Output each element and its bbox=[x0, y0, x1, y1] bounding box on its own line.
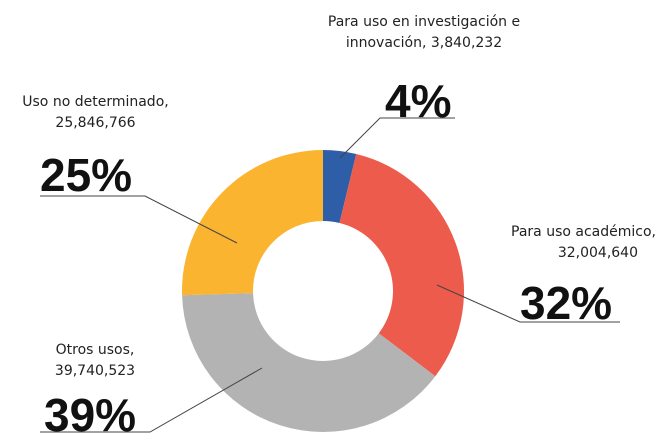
label: Uso no determinado, 25,846,766 bbox=[8, 92, 183, 134]
category: Para uso en investigación e innovación, bbox=[327, 14, 521, 51]
label: Otros usos, 39,740,523 bbox=[30, 340, 160, 382]
donut bbox=[182, 150, 465, 432]
category: Uso no determinado, bbox=[22, 94, 169, 110]
percentage: 25% bbox=[40, 149, 133, 201]
leader-line bbox=[40, 367, 263, 433]
leader-lines bbox=[40, 117, 620, 433]
label: Para uso en investigación e innovación, … bbox=[318, 12, 530, 54]
wedge bbox=[182, 150, 323, 296]
leader-line bbox=[339, 117, 455, 159]
wedge bbox=[323, 150, 357, 223]
wedge bbox=[182, 293, 436, 432]
value-label: 25,846,766 bbox=[55, 115, 136, 131]
percentage: 32% bbox=[520, 277, 613, 329]
leader-line bbox=[40, 195, 238, 244]
label: Para uso académico, 32,004,640 bbox=[460, 222, 656, 264]
leader-line bbox=[436, 284, 620, 323]
percentage: 39% bbox=[44, 389, 137, 441]
value-label: 3,840,232 bbox=[430, 35, 503, 51]
category: Para uso académico, bbox=[511, 224, 656, 240]
category: Otros usos, bbox=[55, 342, 135, 358]
wedge bbox=[339, 153, 465, 377]
value-label: 39,740,523 bbox=[54, 363, 136, 379]
value-label: 32,004,640 bbox=[557, 245, 638, 261]
percentage: 4% bbox=[385, 75, 452, 127]
